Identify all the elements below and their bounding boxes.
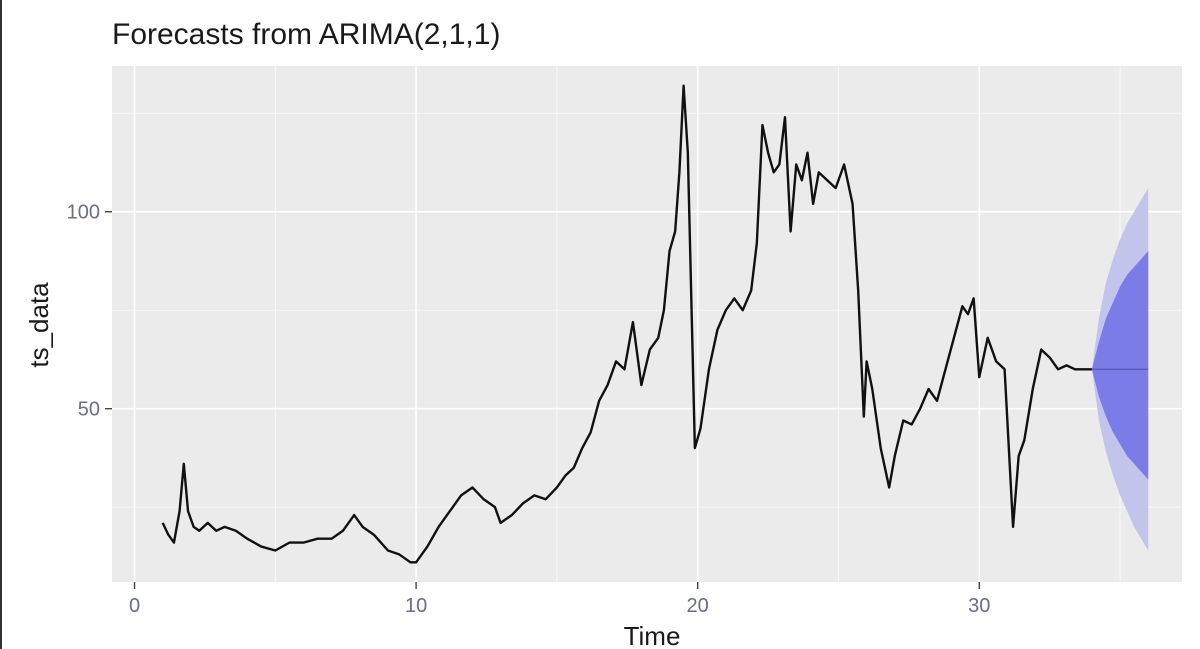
forecast-80-interval <box>1091 251 1149 480</box>
x-tick-label: 30 <box>968 595 990 617</box>
series-line <box>161 84 1092 564</box>
chart-title: Forecasts from ARIMA(2,1,1) <box>112 18 500 51</box>
y-tick-label: 100 <box>67 202 100 224</box>
y-axis-title: ts_data <box>24 282 54 368</box>
x-tick-label: 10 <box>405 595 427 617</box>
series-lines <box>161 84 1149 564</box>
axis-ticks: 0 10 20 30 50 100 <box>67 202 991 617</box>
minor-gridlines <box>112 66 1182 582</box>
x-tick-label: 20 <box>687 595 709 617</box>
x-axis-title: Time <box>624 621 681 649</box>
x-tick-label: 0 <box>129 595 140 617</box>
plot-panel <box>112 66 1182 582</box>
y-tick-label: 50 <box>78 399 100 421</box>
major-gridlines <box>112 66 1182 582</box>
